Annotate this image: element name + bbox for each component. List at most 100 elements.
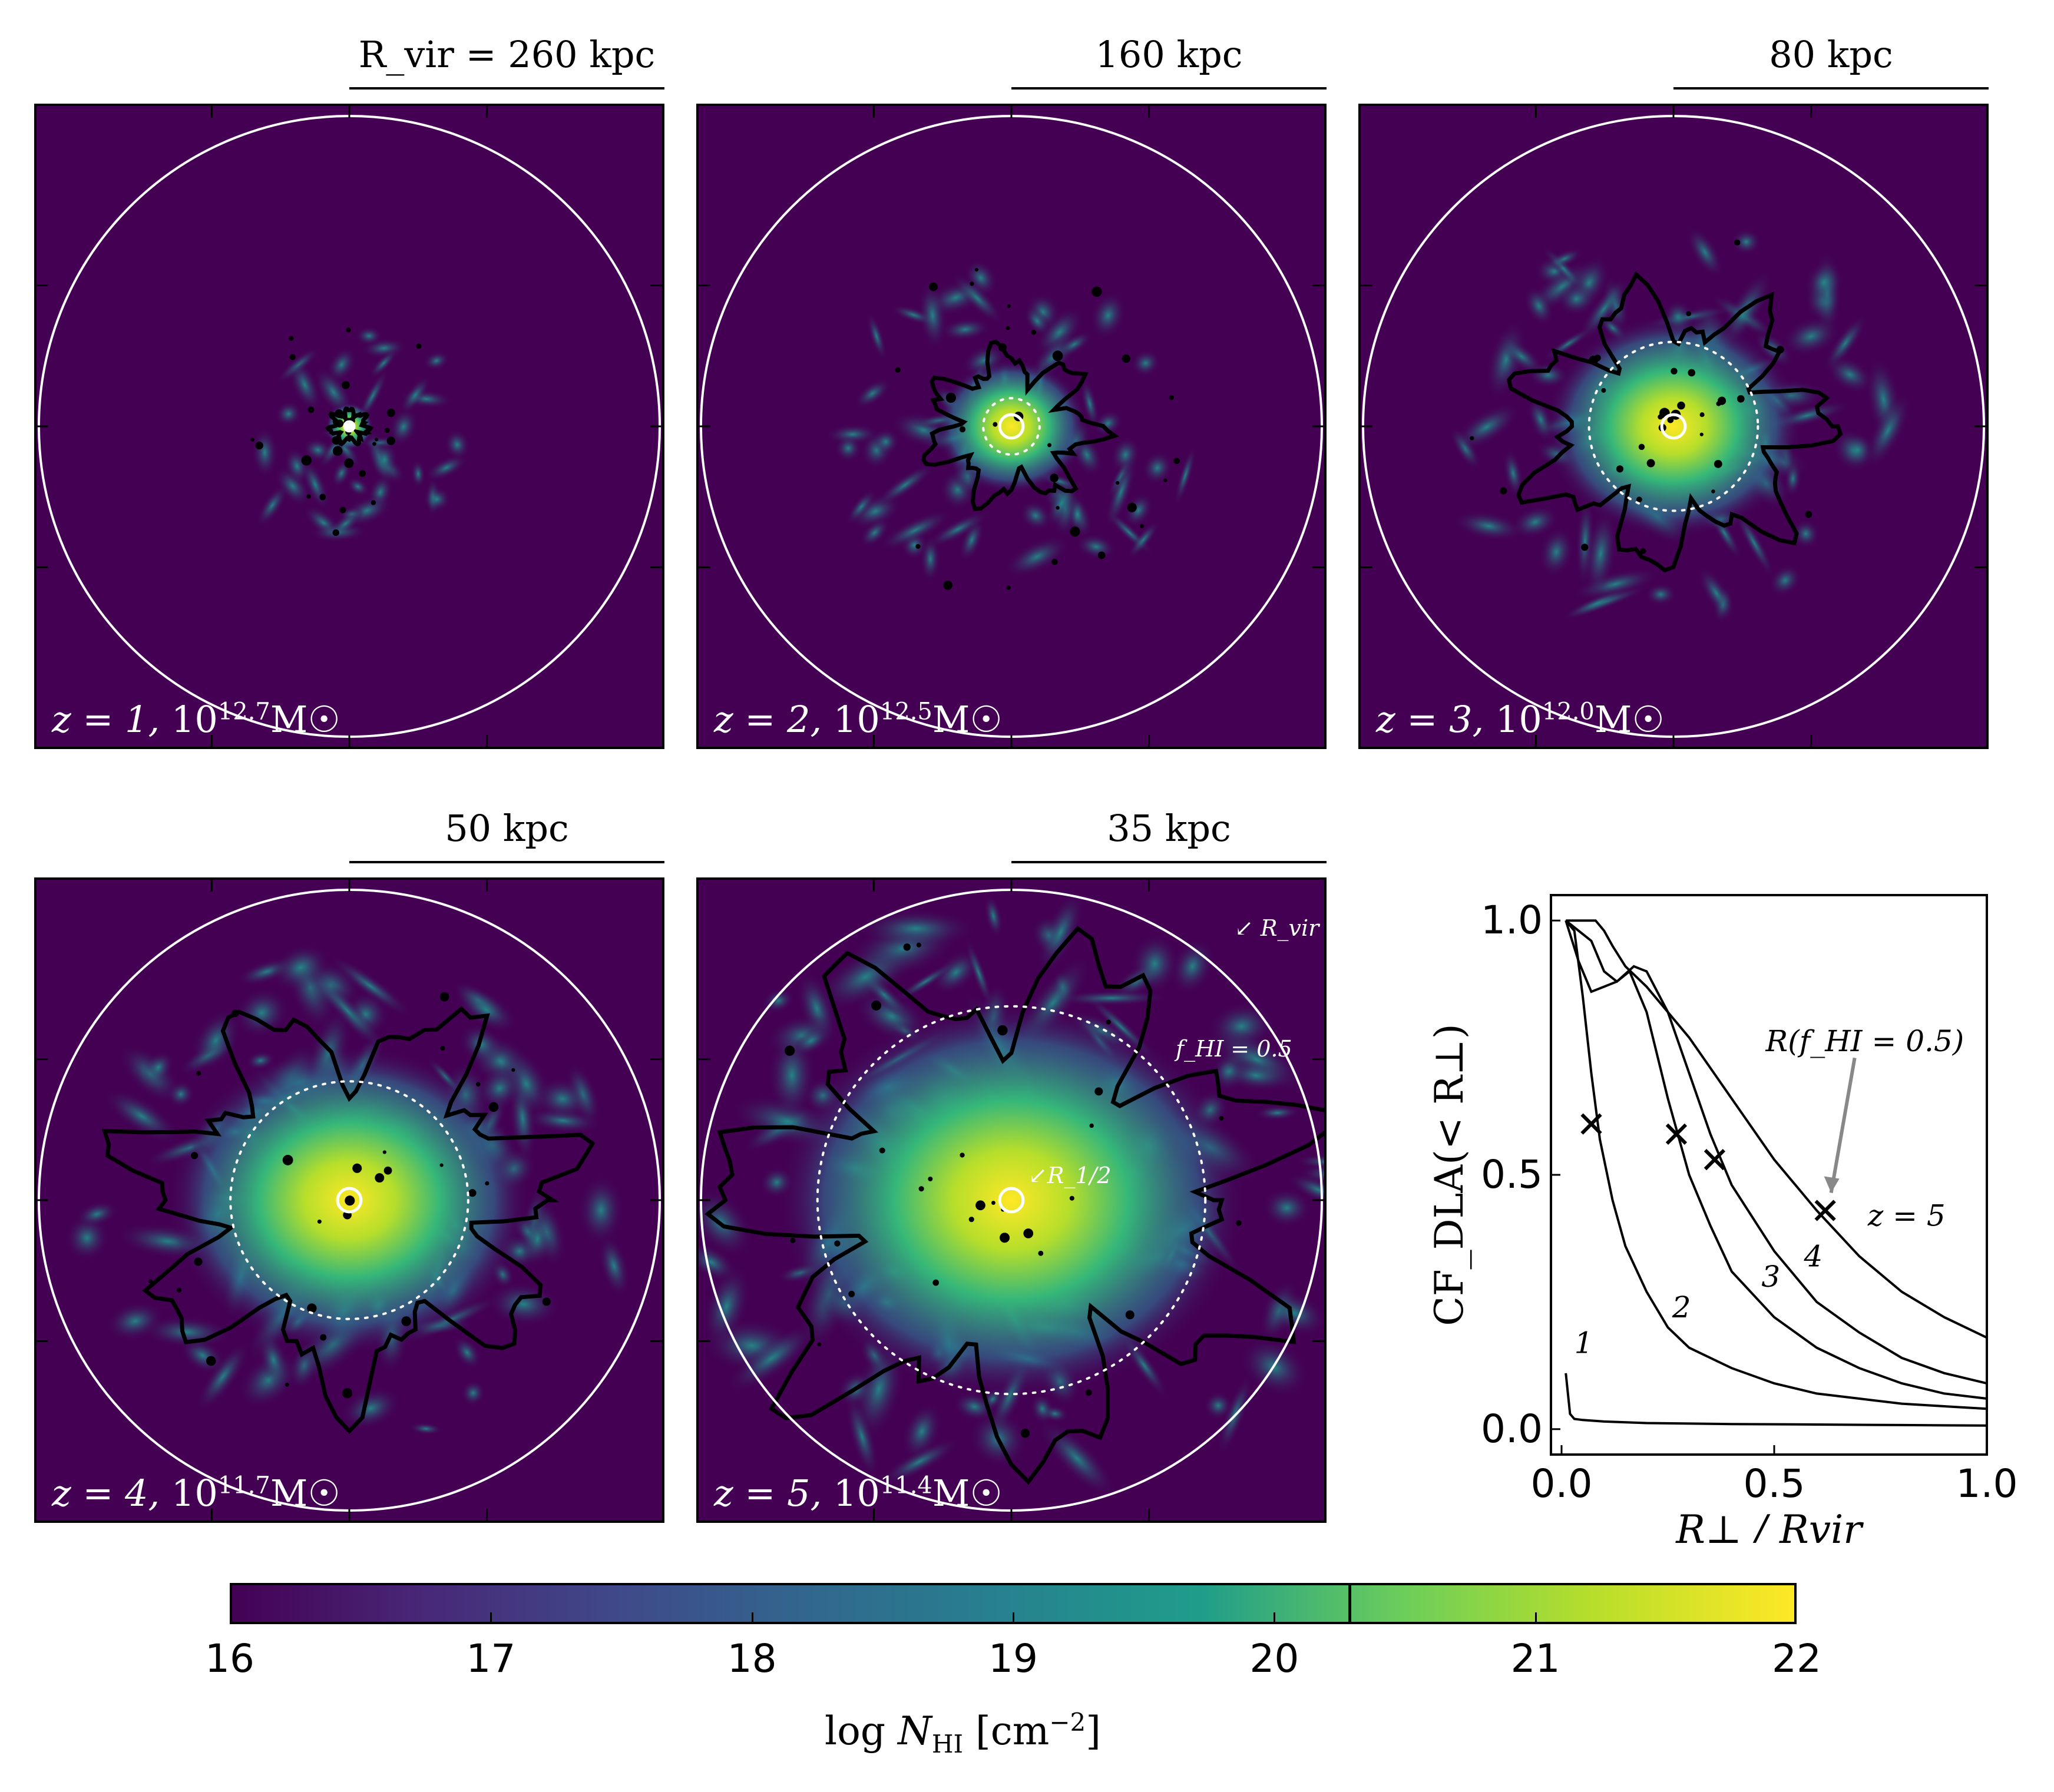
dla-speck (1646, 459, 1655, 468)
mass-exponent: 12.0 (1542, 698, 1595, 726)
nhi-map-panel: z = 5, 1011.4M☉ ↙ R_vir f_HI = 0.5 ↙R_1/2 (696, 877, 1327, 1523)
panel-label: z = 5, 1011.4M☉ (714, 1472, 1003, 1515)
dla-speck (932, 1279, 940, 1286)
dla-speck (332, 446, 343, 456)
series-line-2 (1565, 919, 1987, 1410)
gas-clump (409, 1422, 442, 1435)
dla-contour (101, 1006, 596, 1435)
fhi-annotation: f_HI = 0.5 (1176, 1036, 1292, 1062)
panel-label: z = 3, 1012.0M☉ (1376, 698, 1665, 741)
gas-clump (1731, 228, 1761, 255)
gas-clump (1054, 990, 1169, 1006)
dla-speck (383, 1166, 392, 1175)
series-line-z5 (1566, 919, 1987, 1339)
gas-clump (425, 454, 468, 481)
mass-exponent: 11.7 (217, 1472, 270, 1499)
dla-speck (993, 422, 998, 427)
dla-speck (386, 409, 395, 418)
curve-label: 1 (1575, 1326, 1593, 1360)
dla-speck (1714, 459, 1722, 468)
dla-speck (1219, 1116, 1224, 1121)
dla-speck (307, 406, 315, 413)
gas-clump (762, 988, 794, 1013)
dla-speck (382, 1150, 386, 1154)
dla-speck (1671, 367, 1678, 375)
dla-speck (1805, 511, 1812, 518)
fhi-cross-marker (1580, 1113, 1602, 1135)
gas-clump (65, 1214, 109, 1261)
series-line-3 (1565, 919, 1987, 1400)
dla-speck (289, 354, 296, 360)
gas-clump (355, 326, 383, 346)
dla-speck (320, 1334, 327, 1341)
colorbar-tick-label: 21 (1510, 1636, 1560, 1681)
series-line-4 (1565, 920, 1987, 1385)
dla-speck (945, 392, 956, 403)
dla-speck (439, 1163, 444, 1167)
dla-speck (997, 1025, 1008, 1036)
dense-core (935, 359, 1088, 494)
dla-speck (998, 343, 1007, 352)
gas-clump (455, 986, 517, 1033)
dla-speck (1776, 346, 1784, 354)
gas-clump (1792, 519, 1820, 548)
dla-speck (1086, 1389, 1092, 1396)
dla-speck (1000, 1233, 1010, 1243)
dla-speck (1169, 395, 1175, 400)
gas-clump (879, 510, 951, 551)
gas-clump (274, 401, 302, 426)
dla-speck (319, 493, 326, 501)
scale-bar (349, 87, 664, 90)
fhi-cross-marker (1814, 1200, 1836, 1221)
x-tick-label: 0.0 (1531, 1461, 1593, 1506)
colorbar-tick-label: 17 (466, 1636, 516, 1681)
gas-clump (258, 1333, 289, 1387)
dla-speck (342, 1388, 353, 1399)
gas-clump (1131, 350, 1160, 377)
gas-clump (854, 379, 891, 409)
gas-clump (256, 484, 288, 527)
gas-clump (1262, 1188, 1311, 1227)
mass-unit: M☉ (932, 1472, 1003, 1515)
dla-speck (1089, 1123, 1094, 1128)
axes-frame (1550, 894, 1988, 1456)
rhalf-circle (998, 413, 1025, 440)
gas-clump (940, 318, 990, 341)
y-axis-label: CF_DLA(< R⊥) (1427, 1023, 1472, 1326)
gas-clump (1539, 527, 1574, 577)
rhalf-circle (336, 1187, 363, 1214)
gas-clump (1069, 499, 1085, 530)
dla-speck (177, 1287, 182, 1293)
gas-clump (327, 347, 356, 382)
panel-label: z = 4, 1011.7M☉ (52, 1472, 340, 1515)
dla-speck (1038, 1250, 1044, 1256)
dla-speck (488, 1102, 499, 1112)
gas-clump (196, 1341, 250, 1412)
dla-speck (1688, 369, 1696, 377)
dla-speck (332, 436, 341, 445)
dla-speck (1173, 458, 1180, 464)
gas-clump (920, 535, 941, 582)
dla-speck (339, 506, 346, 514)
gas-clump (1127, 521, 1160, 559)
gas-clump (1004, 536, 1069, 578)
rhalf-circle (1660, 413, 1687, 440)
scale-bar (1011, 87, 1327, 90)
dla-speck (1020, 1429, 1030, 1438)
mass-exponent: 12.5 (879, 698, 932, 726)
colorbar-tick-label: 22 (1772, 1636, 1821, 1681)
dla-speck (1677, 401, 1685, 410)
dla-speck (1007, 304, 1011, 308)
rhalf-annotation: ↙R_1/2 (1028, 1162, 1112, 1188)
gas-clump (1557, 282, 1596, 316)
gas-clump (702, 1265, 750, 1348)
annotation-arrow (1829, 1057, 1857, 1193)
gas-clump (444, 429, 470, 460)
gas-clump (1080, 378, 1099, 429)
colorbar-tick (1274, 1612, 1276, 1622)
annotation-arrowhead (1824, 1176, 1840, 1193)
gas-clump (1175, 446, 1196, 505)
gas-clump (1056, 331, 1092, 358)
dla-speck (834, 1240, 841, 1247)
scale-label: 80 kpc (1769, 33, 1893, 76)
